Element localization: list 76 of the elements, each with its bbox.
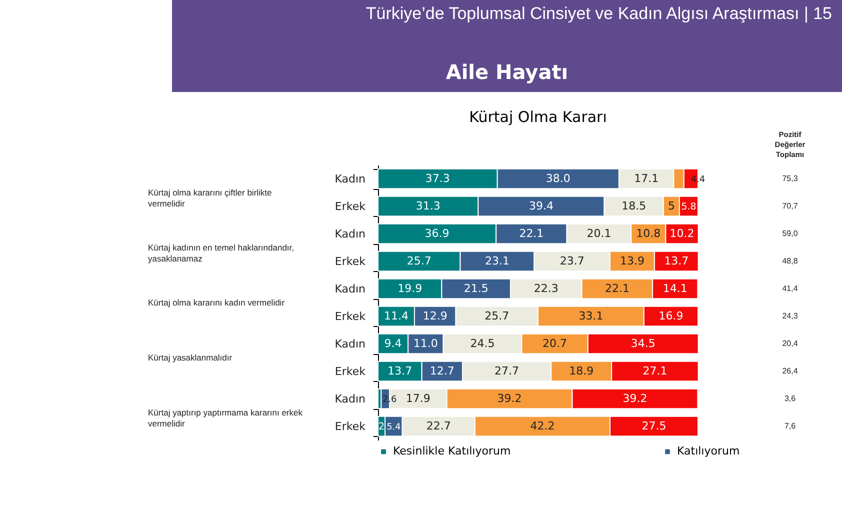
data-label: 18.5 — [622, 199, 646, 212]
data-label: 21.5 — [464, 282, 488, 295]
y-tick-label: Kadın — [334, 392, 366, 406]
data-label: 22.1 — [519, 226, 544, 240]
text: 20,4 — [782, 338, 798, 348]
text: Kürtaj olma kararını kadın vermelidir — [148, 298, 285, 308]
data-label: 33.1 — [578, 309, 604, 322]
text: 7,6 — [784, 421, 796, 430]
text: 59,0 — [782, 228, 798, 238]
data-label: 24.5 — [470, 336, 495, 350]
y-tick-label: Kadın — [334, 282, 366, 296]
data-label: 42.2 — [530, 419, 555, 432]
data-label: 17.9 — [406, 392, 430, 405]
data-label: 12.9 — [422, 309, 448, 322]
data-label: 14.1 — [662, 282, 688, 295]
data-label: 23.1 — [484, 254, 510, 268]
data-label: 10.2 — [670, 226, 694, 240]
y-tick-label: Erkek — [334, 310, 366, 323]
data-label: 16.9 — [658, 309, 684, 322]
legend-label: Katılıyorum — [677, 444, 740, 458]
data-label: 9.4 — [384, 336, 402, 350]
y-tick-label: Erkek — [334, 420, 366, 433]
data-label: 11.0 — [413, 336, 438, 350]
y-tick-label: Erkek — [334, 254, 366, 268]
data-label: 37.3 — [425, 172, 450, 185]
data-label: 13.7 — [388, 364, 412, 378]
data-label: 39.2 — [497, 392, 522, 405]
chart-title: Aile Hayatı — [444, 60, 570, 84]
text: 26,4 — [782, 366, 798, 376]
data-label: 5.8 — [681, 201, 696, 212]
text: 3,6 — [784, 394, 796, 403]
data-label: 27.1 — [642, 364, 668, 378]
data-label: 31.3 — [416, 199, 440, 212]
text: 75,3 — [782, 174, 798, 183]
y-tick-label: Erkek — [334, 200, 366, 213]
legend-label: Kesinlikle Katılıyorum — [393, 444, 511, 458]
y-tick-label: Erkek — [334, 364, 366, 378]
data-label: 2 — [378, 421, 385, 432]
data-label: 27.5 — [642, 419, 666, 432]
data-label: 25.7 — [484, 309, 510, 322]
data-label: 22.3 — [534, 282, 558, 295]
text: 41,4 — [782, 284, 798, 293]
data-label: 23.7 — [560, 254, 584, 268]
data-label: 38.0 — [546, 172, 570, 185]
data-label: 27.7 — [494, 364, 520, 378]
data-label: 18.9 — [569, 364, 594, 378]
text: Kürtaj olma kararını çiftler birlikte vermelidir — [148, 188, 272, 208]
data-label: 5 — [668, 199, 675, 212]
data-label: 22.1 — [604, 282, 630, 295]
data-label: 19.9 — [398, 282, 422, 295]
data-label: 13.7 — [664, 254, 689, 268]
text: 48,8 — [782, 256, 798, 266]
data-label: 20.7 — [542, 336, 568, 350]
data-label: 39.2 — [622, 392, 648, 405]
data-label: 20.1 — [586, 226, 612, 240]
y-tick-label: Kadın — [334, 172, 366, 186]
text: Kürtaj yasaklanmalıdır — [148, 352, 232, 362]
text: Kürtaj yaptırıp yaptırmama kararını erkek vermelidir — [148, 408, 304, 428]
data-label: 12.7 — [430, 364, 454, 378]
data-label: 17.1 — [634, 172, 659, 185]
data-label: 39.4 — [528, 199, 554, 212]
text: Türkiye’de Toplumsal Cinsiyet ve Kadın Algısı Araştırması | 15 — [366, 4, 832, 24]
data-label: 25.7 — [406, 254, 432, 268]
y-tick-label: Kadın — [334, 227, 366, 240]
data-label: 34.5 — [630, 336, 656, 350]
text: 70,7 — [782, 201, 798, 210]
text: 24,3 — [782, 311, 798, 320]
y-tick-label: Kadın — [334, 337, 366, 350]
text: Kürtaj kadının en temel haklarındandır, yasaklanamaz — [148, 242, 294, 264]
data-label: 13.9 — [620, 254, 644, 268]
chart-subtitle: Kürtaj Olma Kararı — [469, 108, 607, 126]
data-label: 11.4 — [384, 309, 408, 322]
data-label: 5.4 — [386, 422, 402, 432]
data-label: 36.9 — [424, 226, 450, 240]
data-label: 10.8 — [636, 226, 661, 240]
data-label: 22.7 — [426, 419, 451, 432]
